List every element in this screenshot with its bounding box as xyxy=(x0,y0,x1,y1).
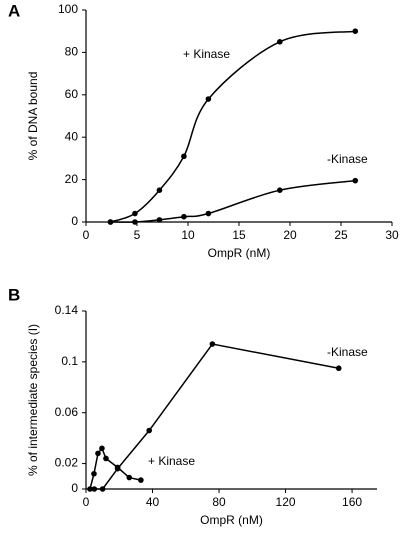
data-point xyxy=(181,153,187,160)
data-point xyxy=(91,470,97,477)
x-tick-label: 20 xyxy=(283,228,297,242)
x-tick-label: 40 xyxy=(146,495,160,509)
series-label: -Kinase xyxy=(327,345,368,359)
y-tick-label: 20 xyxy=(65,172,79,186)
data-point xyxy=(205,210,212,217)
data-point xyxy=(156,187,163,193)
data-point xyxy=(91,486,98,492)
data-point xyxy=(126,474,133,481)
data-point xyxy=(277,187,283,193)
data-point xyxy=(205,96,212,102)
y-tick-label: 0.06 xyxy=(55,405,79,419)
x-tick-label: 5 xyxy=(134,228,141,242)
x-axis-title: OmpR (nM) xyxy=(208,246,271,260)
series-label: + Kinase xyxy=(148,454,195,468)
data-point xyxy=(103,455,109,462)
y-tick-label: 80 xyxy=(65,45,79,59)
x-tick-label: 15 xyxy=(232,228,246,242)
series-label: -Kinase xyxy=(327,152,368,166)
y-tick-label: 100 xyxy=(58,2,78,16)
x-tick-label: 30 xyxy=(385,228,399,242)
data-point xyxy=(99,486,106,492)
y-tick-label: 0 xyxy=(71,481,78,495)
x-tick-label: 160 xyxy=(342,495,362,509)
x-axis-title: OmpR (nM) xyxy=(200,513,263,527)
data-point xyxy=(132,219,138,225)
panel-label: B xyxy=(8,285,20,304)
y-tick-label: 60 xyxy=(65,87,79,101)
x-tick-label: 120 xyxy=(276,495,296,509)
data-point xyxy=(114,464,121,471)
x-tick-label: 0 xyxy=(83,228,90,242)
series-line xyxy=(110,30,356,223)
data-point xyxy=(107,219,114,225)
data-point xyxy=(156,217,163,223)
data-point xyxy=(95,450,101,457)
y-tick-label: 40 xyxy=(65,129,79,143)
y-tick-label: 0.02 xyxy=(55,456,79,470)
data-point xyxy=(181,213,187,220)
data-point xyxy=(335,365,342,372)
data-point xyxy=(87,486,93,492)
data-point xyxy=(209,341,216,347)
data-point xyxy=(132,210,138,217)
data-point xyxy=(138,477,144,483)
data-point xyxy=(352,28,359,34)
y-axis-title: % of intermediate species (I) xyxy=(26,324,40,476)
y-tick-label: 0 xyxy=(71,214,78,228)
series-label: + Kinase xyxy=(183,47,230,61)
panel-label: A xyxy=(8,1,20,20)
x-tick-label: 0 xyxy=(83,495,90,509)
x-tick-label: 25 xyxy=(334,228,348,242)
x-tick-label: 80 xyxy=(212,495,226,509)
y-tick-label: 0.14 xyxy=(55,303,79,317)
data-point xyxy=(99,445,105,452)
series-line xyxy=(110,179,356,223)
data-point xyxy=(277,39,283,45)
x-tick-label: 10 xyxy=(181,228,195,242)
data-point xyxy=(146,427,152,434)
y-axis-title: % of DNA bound xyxy=(26,72,40,161)
data-point xyxy=(352,177,359,184)
y-tick-label: 0.1 xyxy=(61,354,78,368)
series-line xyxy=(94,343,339,490)
